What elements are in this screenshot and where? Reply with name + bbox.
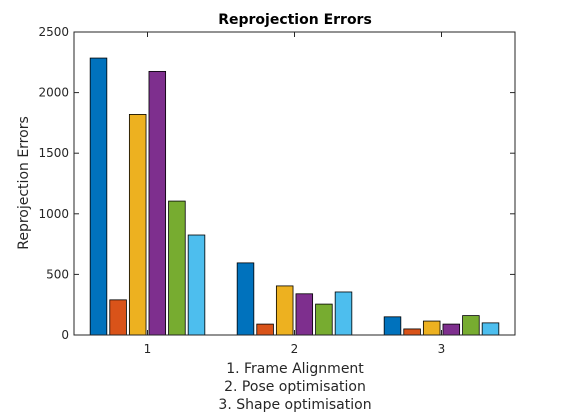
y-tick-label: 500 [46,267,69,281]
bar-series-6-cat-1 [187,234,206,336]
x-tick-label: 1 [144,342,152,356]
x-tick-label: 3 [438,342,446,356]
bar-series-4-cat-1 [148,70,167,336]
bar-series-3-cat-3 [422,320,441,336]
y-tick-label: 1000 [38,207,69,221]
bar-group [89,57,500,336]
y-tick-label: 0 [61,328,69,342]
bar-series-3-cat-2 [275,285,294,336]
bar-series-5-cat-1 [168,200,186,336]
bar-series-5-cat-3 [462,315,480,336]
bar-series-2-cat-2 [256,323,274,336]
bar-series-3-cat-1 [128,114,147,336]
y-tick-label: 1500 [38,146,69,160]
y-tick-label: 2000 [38,86,69,100]
bar-series-6-cat-2 [334,291,353,336]
bar-series-6-cat-3 [481,322,500,336]
x-tick-label: 2 [291,342,299,356]
bar-series-2-cat-3 [403,328,421,336]
bar-series-5-cat-2 [315,303,333,336]
bar-series-2-cat-1 [109,299,127,336]
y-tick-label: 2500 [38,25,69,39]
y-axis-label: Reprojection Errors [16,116,32,250]
x-axis-label-line-1: 1. Frame Alignment [226,361,364,377]
bar-series-1-cat-3 [383,316,402,336]
chart-title: Reprojection Errors [218,12,372,28]
x-axis: 1 2 3 [144,32,446,356]
y-axis: 0 500 1000 1500 2000 2500 [38,25,515,342]
bar-series-4-cat-3 [442,323,461,336]
bar-series-4-cat-2 [295,293,314,336]
x-axis-label-line-3: 3. Shape optimisation [218,397,371,413]
bar-series-1-cat-1 [89,57,108,336]
x-axis-label-line-2: 2. Pose optimisation [224,379,366,395]
bar-series-1-cat-2 [236,262,255,336]
